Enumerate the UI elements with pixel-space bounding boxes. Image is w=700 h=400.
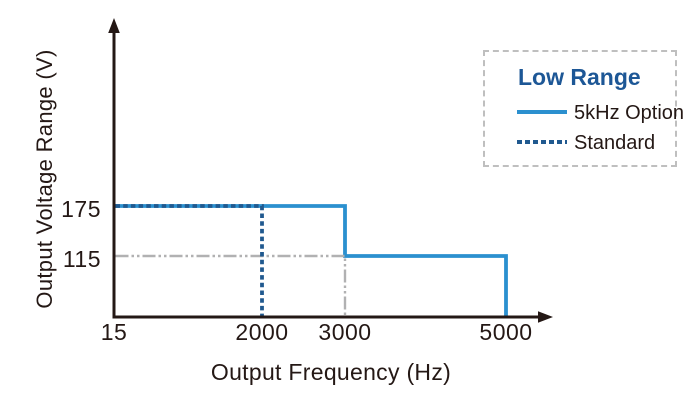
x-tick-label-3000: 3000: [318, 319, 372, 345]
option-5khz-line: [115, 204, 508, 316]
axes-line: [112, 30, 541, 319]
legend-swatch-dashed-line-icon: [517, 140, 567, 144]
guide-115v-line: [115, 254, 347, 316]
legend-swatch-solid-line-icon: [517, 110, 567, 114]
legend-title: Low Range: [518, 64, 641, 90]
legend-item-standard: Standard: [574, 132, 656, 154]
standard-line: [115, 204, 264, 316]
x-tick-label-15: 15: [100, 319, 128, 345]
y-tick-label-115: 115: [62, 246, 101, 272]
x-axis-arrowhead-icon: [538, 311, 553, 323]
legend: Low Range 5kHz Option Standard: [483, 50, 684, 167]
x-tick-label-2000: 2000: [235, 319, 289, 345]
x-axis-title: Output Frequency (Hz): [210, 359, 452, 385]
x-tick-label-5000: 5000: [479, 319, 533, 345]
y-axis-arrowhead-icon: [108, 18, 120, 33]
y-tick-label-175: 175: [61, 196, 101, 222]
legend-item-5khz-option: 5kHz Option: [574, 102, 685, 124]
series-layer: [115, 204, 508, 316]
